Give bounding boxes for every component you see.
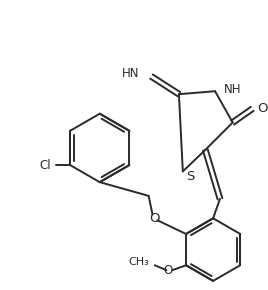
Text: Cl: Cl bbox=[39, 159, 51, 172]
Text: HN: HN bbox=[122, 67, 140, 80]
Text: O: O bbox=[149, 212, 160, 225]
Text: S: S bbox=[186, 170, 194, 183]
Text: NH: NH bbox=[224, 83, 241, 96]
Text: O: O bbox=[257, 102, 268, 115]
Text: O: O bbox=[163, 264, 172, 277]
Text: CH₃: CH₃ bbox=[128, 257, 149, 267]
